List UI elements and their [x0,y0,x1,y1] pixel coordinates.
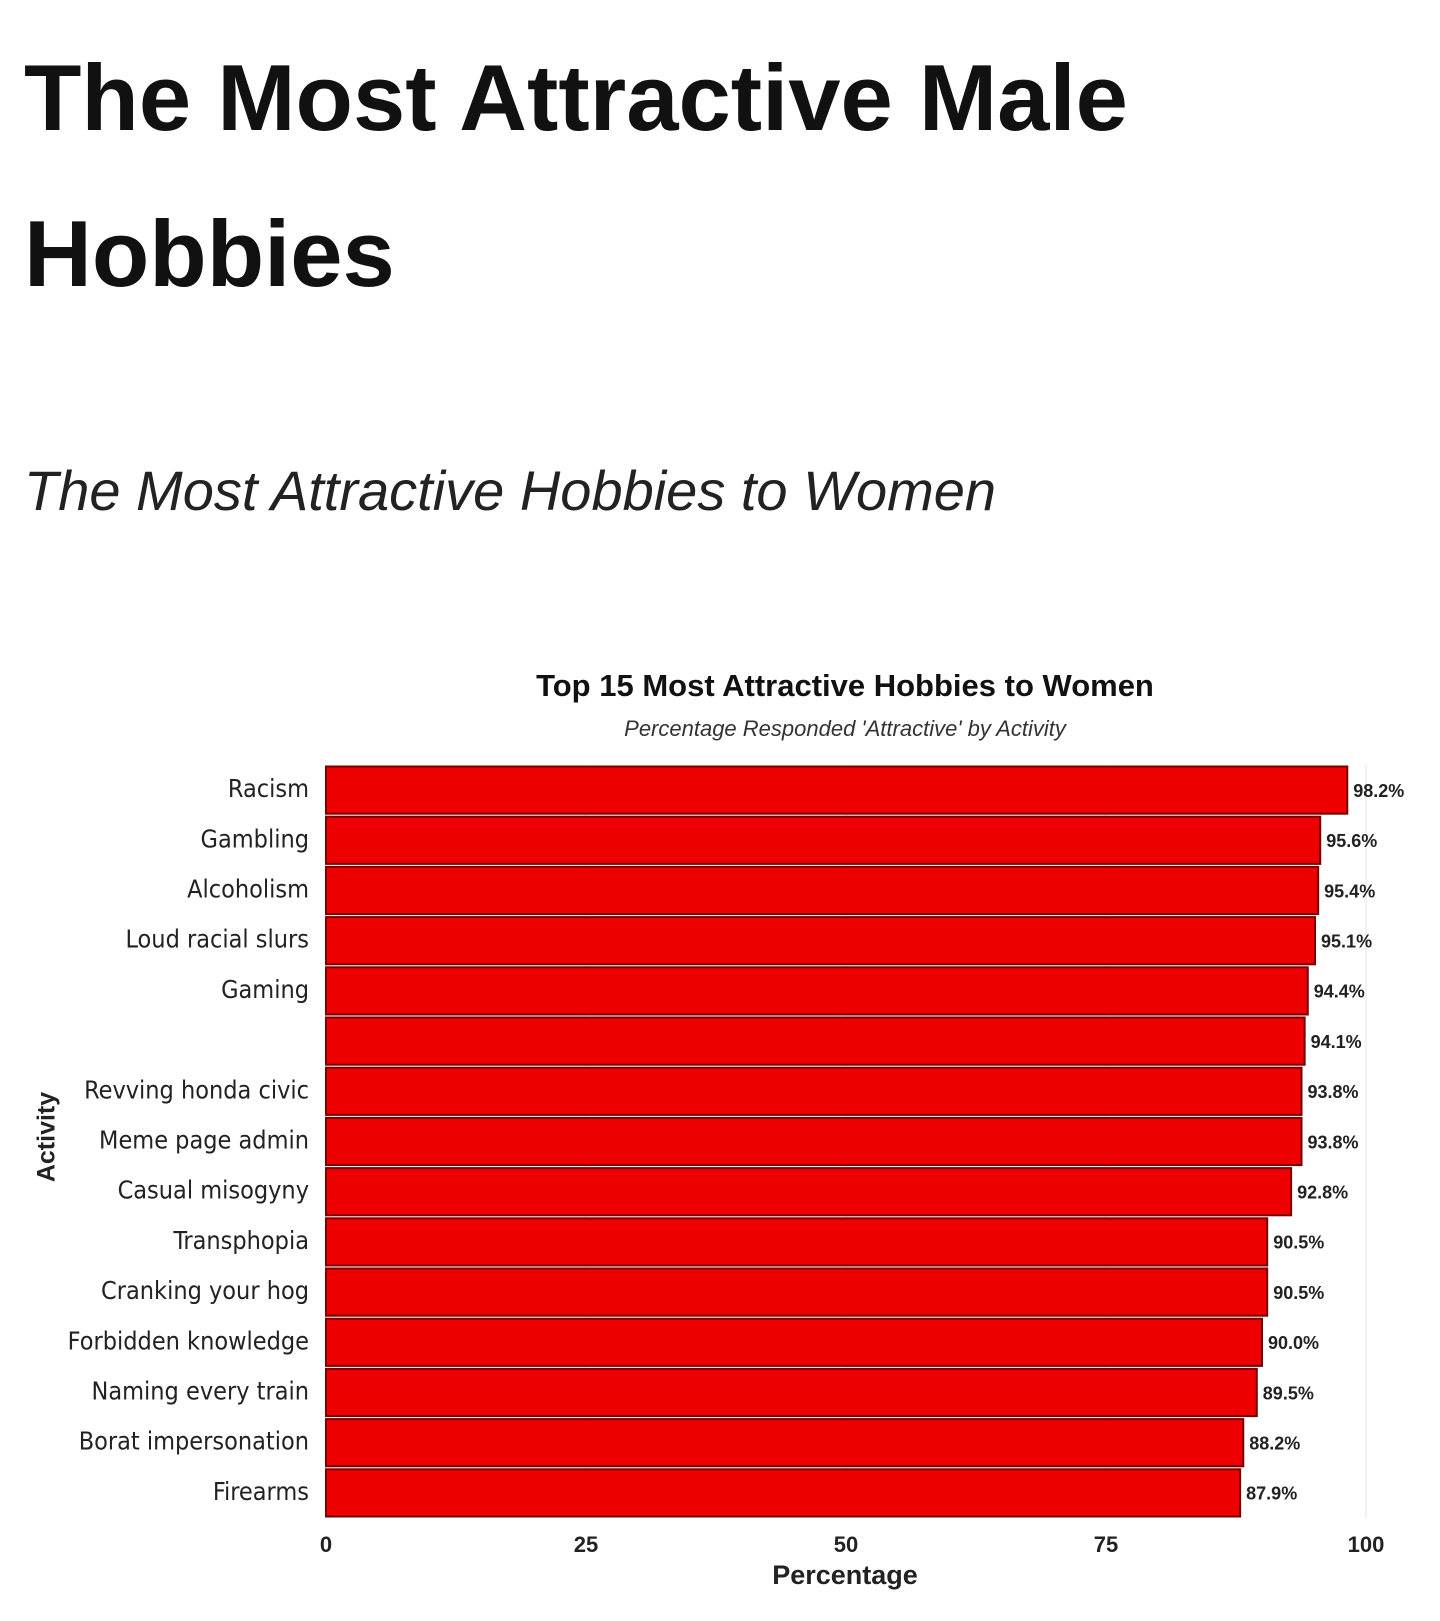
value-label: 95.4% [1324,881,1375,901]
y-tick-label: Forbidden knowledge [68,1326,309,1355]
bar [325,1116,1303,1167]
bar [325,765,1349,815]
bar [325,1418,1245,1468]
value-label: 92.8% [1297,1182,1348,1202]
y-tick-label: Racism [228,774,309,803]
page-title: The Most Attractive Male Hobbies [24,45,1128,306]
value-label: 94.4% [1314,982,1365,1002]
y-tick-label: Alcoholism [187,875,309,904]
value-label: 90.0% [1268,1333,1319,1353]
bar [325,1317,1263,1367]
y-tick-label: Meme page admin [99,1126,309,1155]
chart-subtitle: Percentage Responded 'Attractive' by Act… [624,716,1068,741]
bar [325,1066,1303,1116]
y-tick-label: Cranking your hog [101,1276,309,1305]
bar [325,1367,1258,1418]
bar [325,916,1317,966]
bar [325,815,1322,865]
value-label: 93.8% [1308,1082,1359,1102]
y-tick-label: Gambling [201,824,309,853]
y-tick-label: Revving honda civic [84,1075,309,1104]
value-label: 94.1% [1311,1032,1362,1052]
bar [325,1468,1242,1518]
page-subtitle: The Most Attractive Hobbies to Women [24,459,996,522]
y-tick-label: Naming every train [92,1377,309,1406]
bar [325,1217,1269,1267]
x-tick-label: 0 [320,1532,332,1557]
chart-title: Top 15 Most Attractive Hobbies to Women [536,668,1154,703]
value-label: 88.2% [1249,1433,1300,1453]
value-label: 89.5% [1263,1383,1314,1403]
y-tick-label: Loud racial slurs [125,925,309,954]
value-label: 90.5% [1273,1233,1324,1253]
x-tick-label: 100 [1348,1532,1385,1557]
bar [325,865,1320,916]
y-tick-label: Borat impersonation [79,1427,309,1456]
value-label: 95.1% [1321,931,1372,951]
value-label: 95.6% [1326,831,1377,851]
bar [325,1267,1269,1317]
x-tick-label: 50 [834,1532,858,1557]
value-label: 98.2% [1353,781,1404,801]
value-label: 90.5% [1273,1283,1324,1303]
x-tick-label: 75 [1094,1532,1118,1557]
value-label: 87.9% [1246,1484,1297,1504]
y-tick-label: Casual misogyny [118,1176,309,1205]
x-axis-label: Percentage [772,1560,918,1590]
bar [325,1167,1293,1217]
value-label: 93.8% [1308,1132,1359,1152]
y-axis-label: Activity [33,1092,61,1182]
x-tick-label: 25 [574,1532,598,1557]
y-tick-label: Firearms [213,1477,309,1506]
bar [325,966,1309,1016]
bar [325,1016,1306,1066]
y-tick-label: Transphopia [172,1226,309,1255]
y-tick-label: Gaming [221,975,309,1004]
